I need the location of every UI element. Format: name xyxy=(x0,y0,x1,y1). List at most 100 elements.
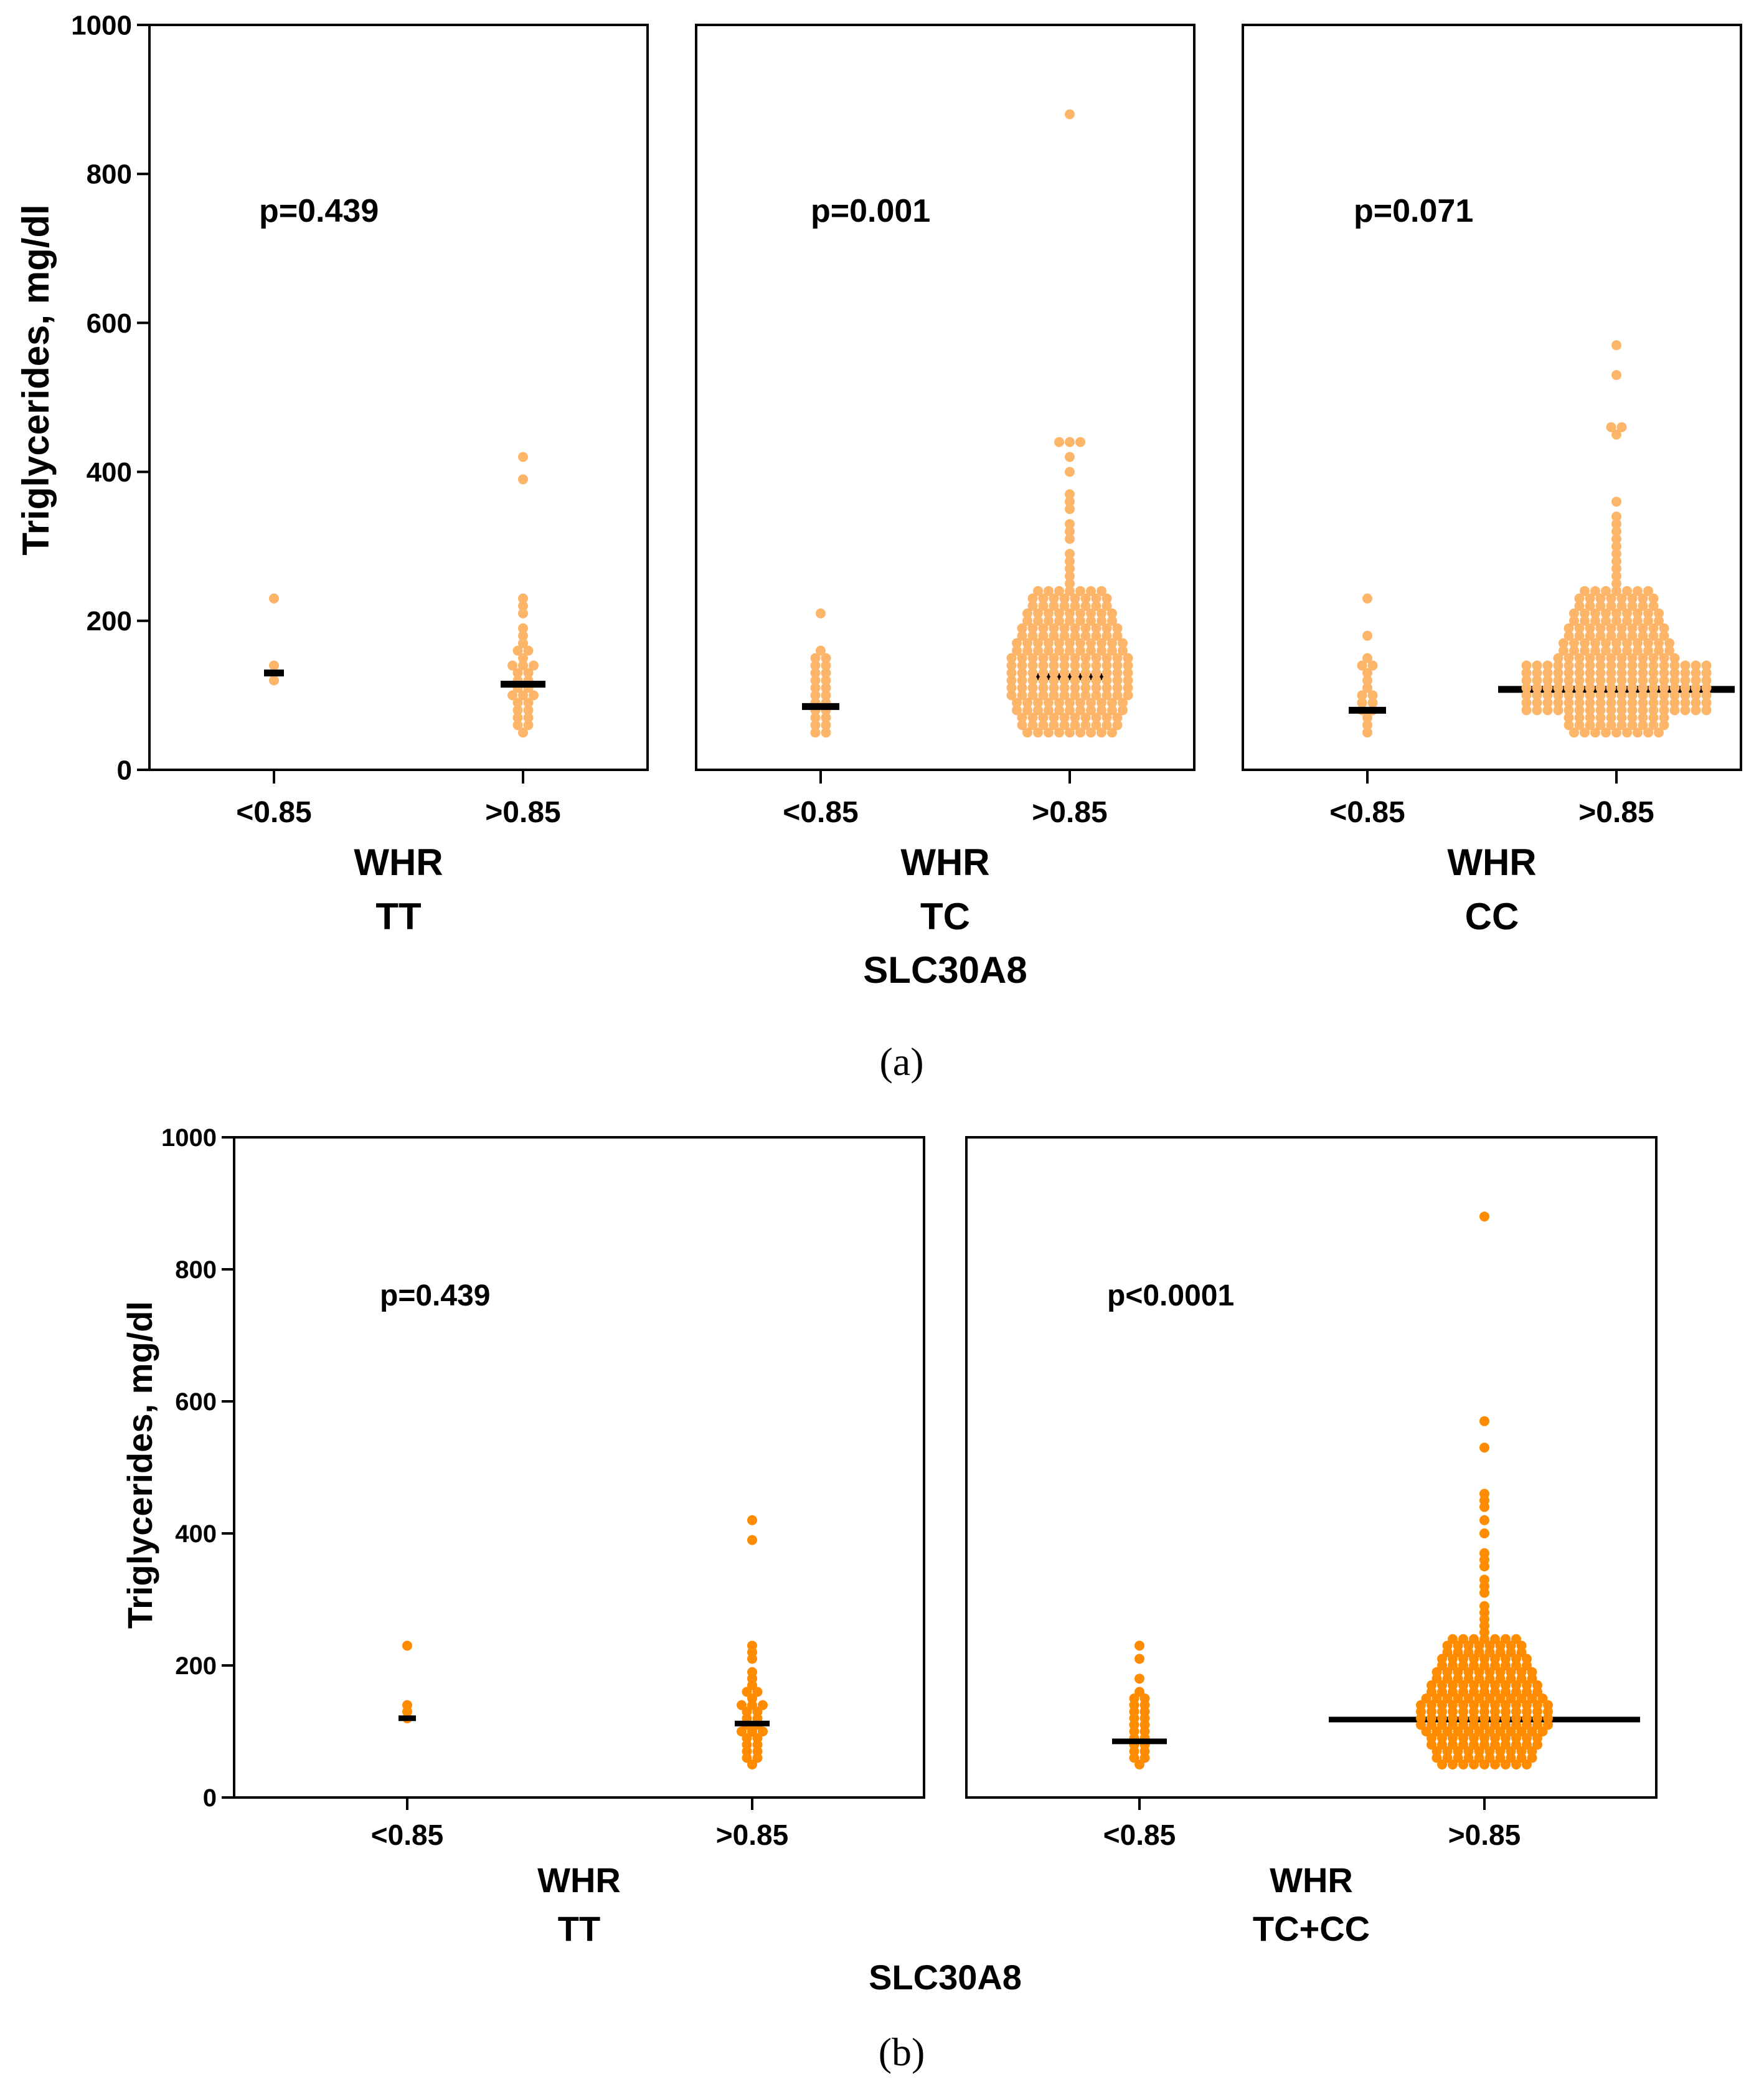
data-point xyxy=(1580,645,1590,656)
data-point xyxy=(1585,720,1595,731)
data-point xyxy=(1574,690,1585,701)
data-point xyxy=(1006,653,1017,663)
data-point xyxy=(1006,660,1017,671)
data-point xyxy=(1479,1528,1489,1538)
data-point xyxy=(1627,660,1638,671)
data-point xyxy=(1059,623,1070,633)
data-point xyxy=(512,698,523,708)
data-point xyxy=(1611,429,1621,440)
data-point xyxy=(1054,638,1064,648)
data-point xyxy=(1585,623,1595,633)
data-point xyxy=(1038,660,1049,671)
data-point xyxy=(1022,615,1032,626)
data-point xyxy=(1669,660,1680,671)
data-point xyxy=(1638,683,1648,693)
data-point xyxy=(1595,713,1606,723)
data-point xyxy=(810,660,821,671)
data-point xyxy=(1616,683,1627,693)
x-tick-label: <0.85 xyxy=(783,796,858,829)
data-point xyxy=(1033,608,1043,618)
data-point xyxy=(1097,638,1106,648)
data-point xyxy=(1012,638,1022,648)
data-point xyxy=(1638,653,1648,663)
data-point xyxy=(1611,370,1621,381)
data-point xyxy=(810,727,821,738)
y-tick-label: 1000 xyxy=(161,1124,217,1152)
panel-a-cc: p=0.071 <0.85 >0.85 WHR CC xyxy=(1242,24,1742,937)
data-point xyxy=(810,653,821,663)
data-point xyxy=(1616,668,1627,678)
data-point xyxy=(1643,727,1653,738)
data-point xyxy=(1659,683,1669,693)
data-point xyxy=(1585,593,1595,604)
data-point xyxy=(758,1700,768,1710)
data-point xyxy=(1101,623,1112,633)
data-point xyxy=(1622,727,1632,738)
x-tick-label: >0.85 xyxy=(1578,796,1654,829)
data-point xyxy=(1564,653,1574,663)
data-point xyxy=(1075,645,1085,656)
data-point xyxy=(816,645,826,656)
data-point xyxy=(1101,600,1112,611)
data-point xyxy=(1123,660,1133,671)
y-axis-b: 0 200 400 600 800 1000 xyxy=(161,1124,235,1812)
data-point xyxy=(1643,615,1653,626)
data-point xyxy=(1027,668,1038,678)
y-axis-title-a: Triglycerides, mg/dl xyxy=(15,204,57,556)
x-tick-label: <0.85 xyxy=(371,1819,443,1851)
data-point xyxy=(1669,653,1680,663)
data-point xyxy=(1606,422,1616,432)
data-point xyxy=(1027,623,1038,633)
data-point xyxy=(1080,653,1091,663)
data-point xyxy=(1574,593,1585,604)
data-point xyxy=(1091,690,1101,701)
data-point xyxy=(1017,720,1027,731)
data-point xyxy=(1595,630,1606,641)
x-axis-title: WHR xyxy=(900,841,989,883)
data-point xyxy=(1038,600,1049,611)
data-point xyxy=(1595,683,1606,693)
data-point xyxy=(1701,675,1712,686)
data-point xyxy=(1532,705,1542,716)
data-point xyxy=(1590,727,1600,738)
data-point xyxy=(1616,713,1627,723)
data-point xyxy=(1648,705,1659,716)
data-point xyxy=(1101,593,1112,604)
data-point xyxy=(1691,705,1701,716)
data-point xyxy=(512,720,523,731)
data-point xyxy=(1611,638,1621,648)
data-point xyxy=(1574,713,1585,723)
data-point xyxy=(507,660,517,671)
data-point xyxy=(1022,638,1032,648)
data-point xyxy=(1622,608,1632,618)
data-point xyxy=(1680,660,1691,671)
data-point xyxy=(1611,519,1621,529)
data-point xyxy=(810,720,821,731)
caption-a: (a) xyxy=(879,1040,923,1084)
data-point xyxy=(1070,720,1080,731)
data-point xyxy=(1044,645,1054,656)
data-point xyxy=(1580,615,1590,626)
x-tick-label: <0.85 xyxy=(236,796,311,829)
data-point xyxy=(1521,675,1532,686)
data-point xyxy=(518,727,528,738)
data-point xyxy=(1075,727,1085,738)
data-point xyxy=(1033,585,1043,596)
data-point xyxy=(1648,698,1659,708)
data-point xyxy=(1659,660,1669,671)
data-point xyxy=(1017,675,1027,686)
data-point xyxy=(1585,600,1595,611)
data-point xyxy=(1065,489,1075,500)
data-point xyxy=(1622,645,1632,656)
data-point xyxy=(1006,675,1017,686)
data-point xyxy=(1659,653,1669,663)
data-point xyxy=(1701,690,1712,701)
data-point xyxy=(1086,727,1096,738)
data-point xyxy=(1606,653,1616,663)
data-point xyxy=(1027,660,1038,671)
data-point xyxy=(1521,660,1532,671)
data-point xyxy=(1091,675,1101,686)
data-point xyxy=(1049,668,1059,678)
data-point xyxy=(1659,623,1669,633)
data-point xyxy=(1648,720,1659,731)
